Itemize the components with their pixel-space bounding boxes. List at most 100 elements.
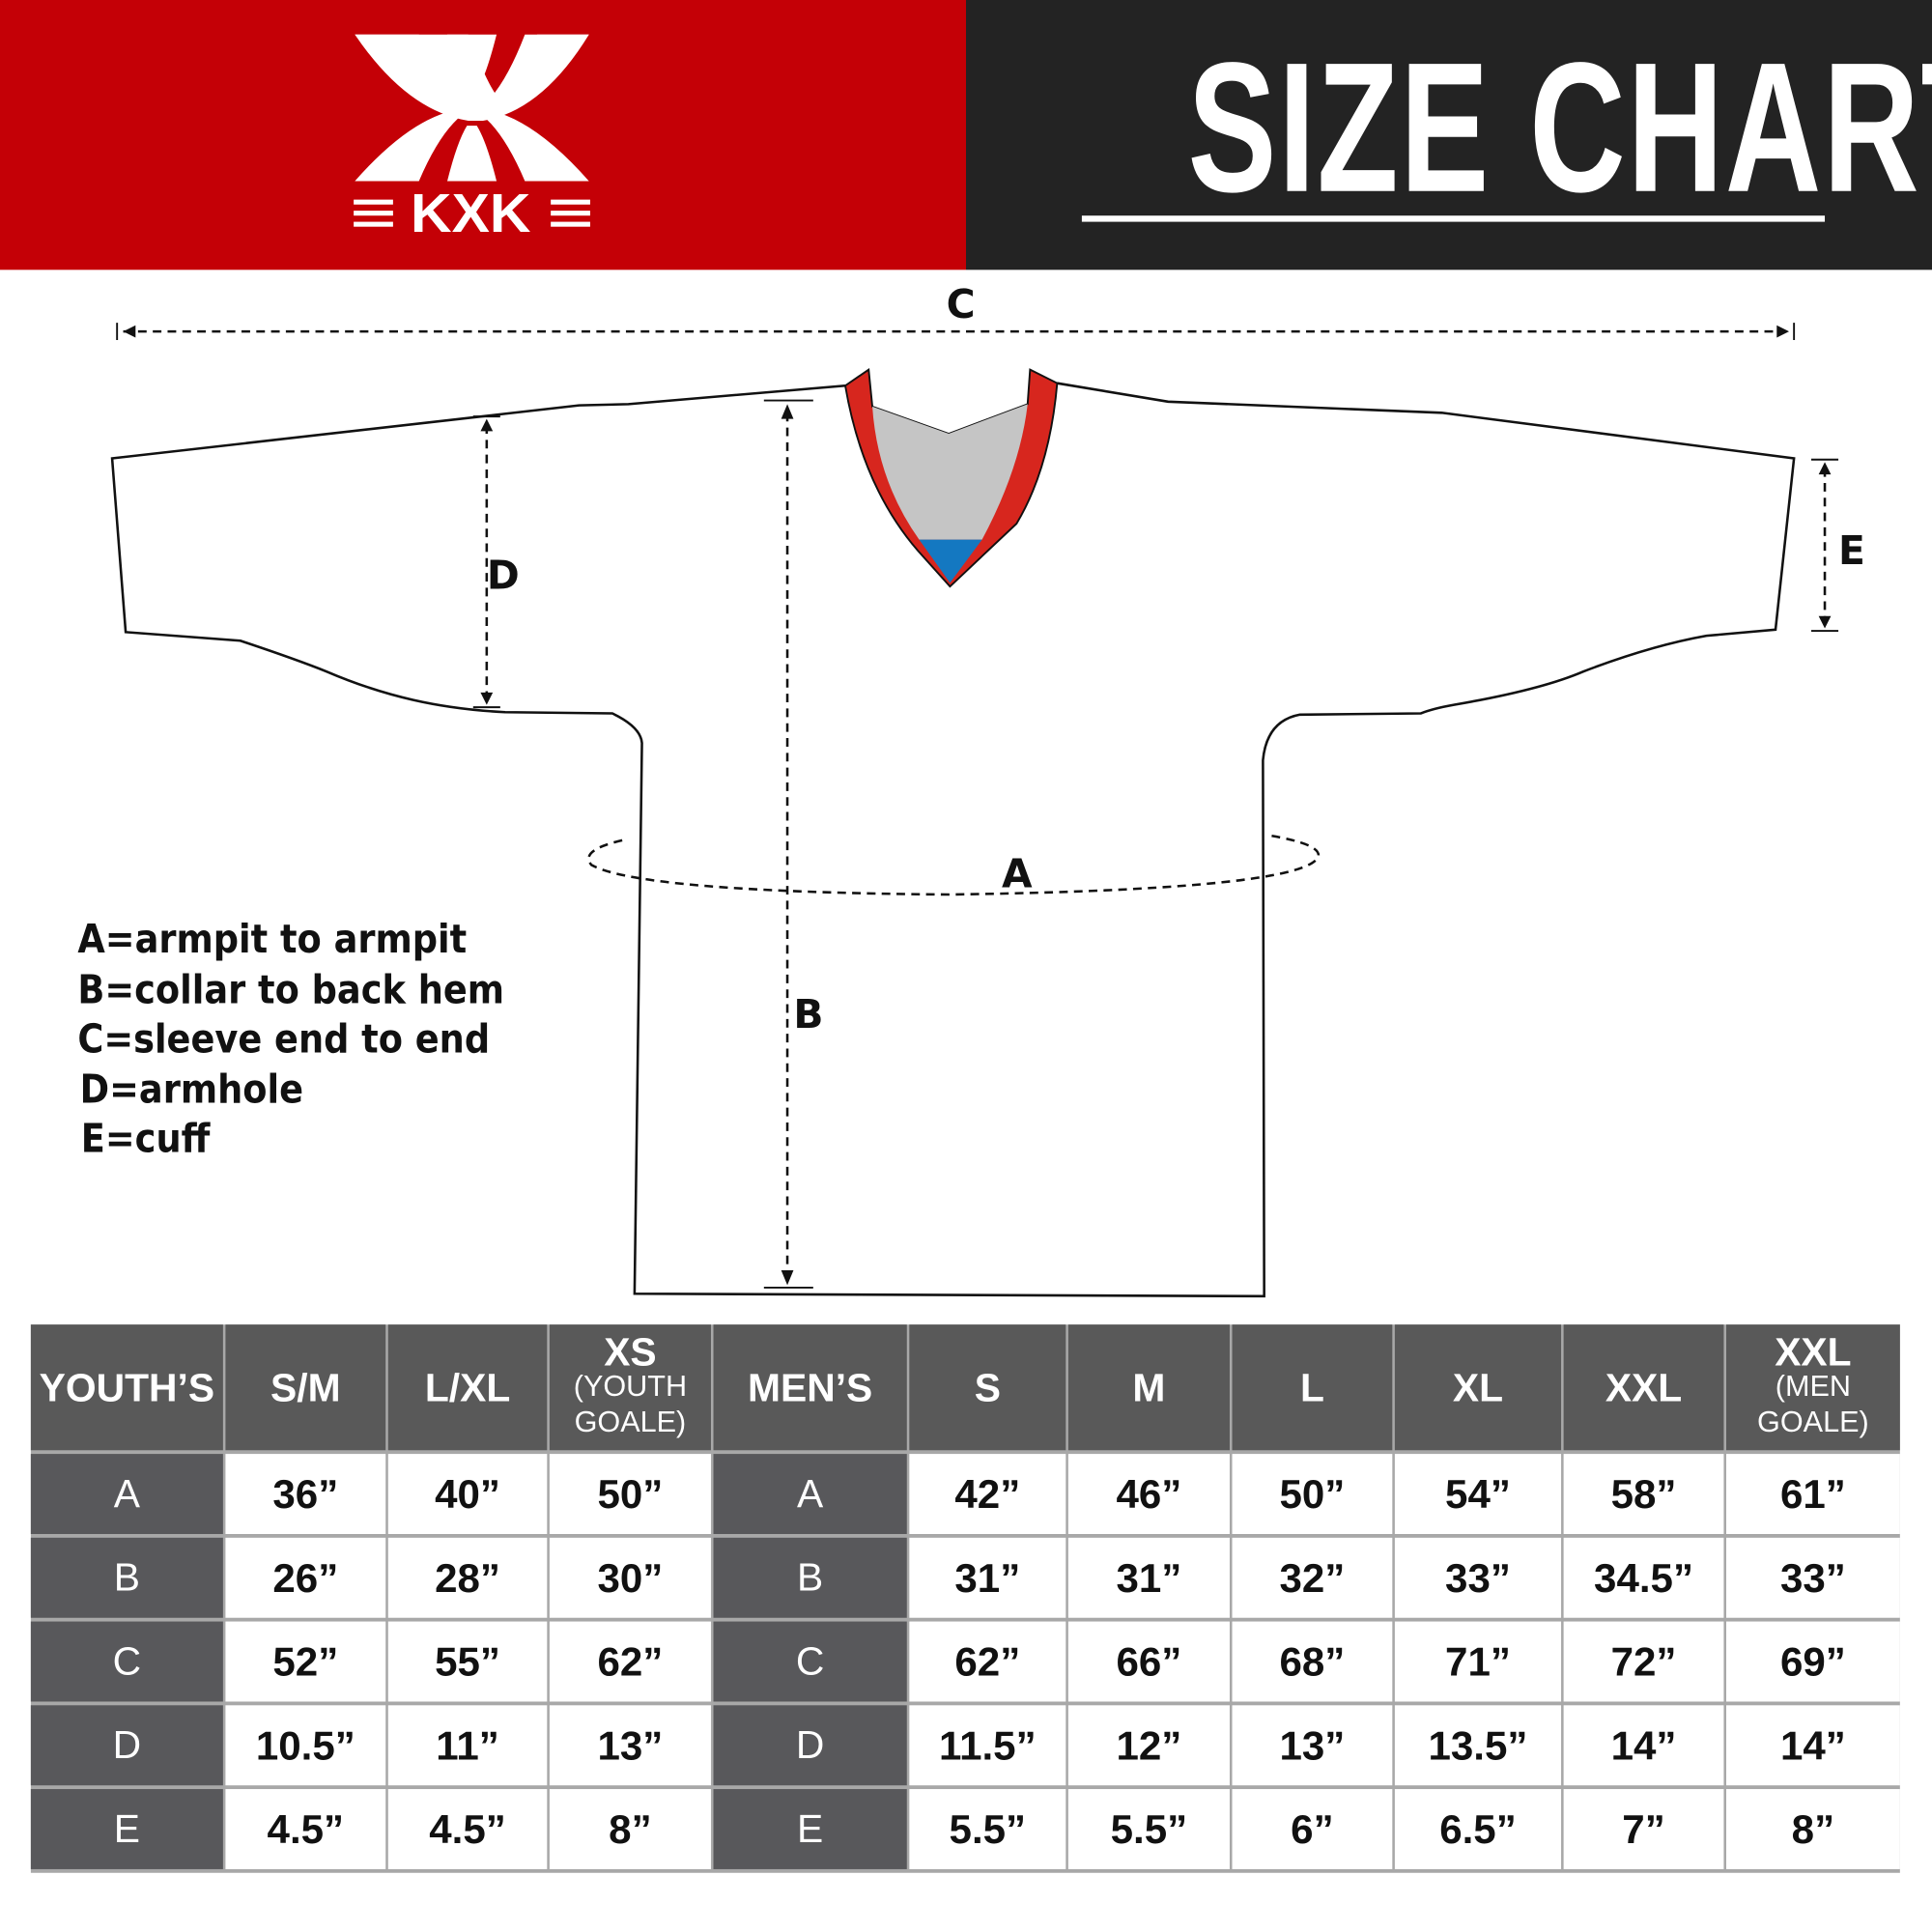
table-cell-text: 31”: [954, 1554, 1021, 1601]
table-cell-text: 14”: [1610, 1721, 1677, 1768]
table-cell-text: 26”: [272, 1554, 339, 1601]
table-cell-text: 54”: [1445, 1470, 1511, 1517]
youth-size-header-text: L/XL: [424, 1365, 511, 1410]
table-cell: 12”: [1067, 1705, 1230, 1786]
youth-size-header: XS (YOUTH GOALE): [549, 1324, 711, 1451]
table-cell-text: 61”: [1779, 1470, 1846, 1517]
legend-item: B=collar to back hem: [77, 965, 505, 1012]
table-cell: 61”: [1725, 1454, 1900, 1535]
row-label-text: B: [113, 1554, 140, 1600]
youth-size-header-text: S/M: [270, 1365, 341, 1410]
men-size-header-text: L: [1299, 1365, 1324, 1410]
table-cell-text: 33”: [1779, 1554, 1846, 1601]
table-cell: 50”: [1232, 1454, 1393, 1535]
logo-stripes-icon: [354, 199, 590, 227]
table-cell-text: 62”: [597, 1637, 664, 1684]
table-cell: 11”: [387, 1705, 548, 1786]
row-label: E: [30, 1789, 223, 1869]
kxk-logo-icon: [355, 34, 589, 182]
table-cell: 7”: [1563, 1789, 1724, 1869]
row-label-text: A: [113, 1470, 140, 1516]
table-cell-text: 28”: [435, 1554, 500, 1601]
table-cell-text: 32”: [1279, 1554, 1346, 1601]
table-cell-text: 8”: [609, 1805, 652, 1852]
table-cell: 8”: [549, 1789, 711, 1869]
youth-size-header-text: XS: [604, 1329, 657, 1375]
table-cell-text: 11”: [436, 1721, 499, 1768]
legend-item: C=sleeve end to end: [77, 1015, 491, 1063]
row-label: E: [713, 1789, 907, 1869]
table-cell: 28”: [387, 1537, 548, 1618]
row-label: A: [30, 1454, 223, 1535]
table-cell: 13”: [549, 1705, 711, 1786]
page-title: SIZE CHART: [1187, 23, 1932, 231]
men-size-header: L: [1232, 1324, 1393, 1451]
table-cell-text: 5.5”: [1110, 1805, 1188, 1852]
table-cell: 54”: [1394, 1454, 1562, 1535]
row-label-text: C: [795, 1638, 825, 1684]
table-cell-text: 58”: [1610, 1470, 1677, 1517]
table-cell: 68”: [1232, 1621, 1393, 1702]
table-cell-text: 55”: [435, 1637, 500, 1684]
table-cell: 71”: [1394, 1621, 1562, 1702]
table-cell: 4.5”: [387, 1789, 548, 1869]
table-cell: 55”: [387, 1621, 548, 1702]
table-cell-text: 13”: [1279, 1721, 1346, 1768]
table-cell-text: 31”: [1116, 1554, 1182, 1601]
jersey-outline: [110, 382, 1796, 1298]
men-size-header-text: XXL: [1775, 1329, 1852, 1375]
table-cell: 13”: [1232, 1705, 1393, 1786]
label-e: E: [1838, 526, 1865, 575]
table-cell: 30”: [549, 1537, 711, 1618]
table-cell: 50”: [549, 1454, 711, 1535]
youth-size-header: S/M: [225, 1324, 386, 1451]
legend-item: A=armpit to armpit: [77, 915, 468, 963]
table-cell-text: 34.5”: [1594, 1554, 1694, 1601]
table-cell: 42”: [909, 1454, 1066, 1535]
men-header: MEN’S: [713, 1324, 907, 1451]
collar-tag: [919, 539, 982, 583]
row-label: B: [713, 1537, 907, 1618]
table-cell-text: 46”: [1116, 1470, 1182, 1517]
table-cell-text: 7”: [1622, 1805, 1665, 1852]
table-cell: 5.5”: [909, 1789, 1066, 1869]
table-cell: 33”: [1725, 1537, 1900, 1618]
men-size-header-text: S: [974, 1365, 1001, 1410]
table-cell-text: 5.5”: [949, 1805, 1027, 1852]
table-cell-text: 6.5”: [1439, 1805, 1517, 1852]
table-cell: 31”: [909, 1537, 1066, 1618]
size-note: (MEN GOALE): [1757, 1370, 1869, 1439]
table-cell-text: 52”: [272, 1637, 339, 1684]
youth-header-text: YOUTH’S: [39, 1365, 215, 1410]
size-note: (YOUTH GOALE): [573, 1370, 688, 1439]
table-cell-text: 40”: [435, 1470, 500, 1517]
table-cell: 26”: [225, 1537, 386, 1618]
measurement-legend: A=armpit to armpit B=collar to back hem …: [77, 914, 504, 1163]
measure-ticks: [116, 323, 1839, 1289]
men-size-header-text: M: [1132, 1365, 1166, 1410]
men-header-text: MEN’S: [748, 1365, 873, 1410]
table-cell: 5.5”: [1067, 1789, 1230, 1869]
table-cell-text: 10.5”: [255, 1721, 355, 1768]
row-label: D: [713, 1705, 907, 1786]
brand-logo-text: KXK: [411, 184, 531, 244]
row-label: C: [30, 1621, 223, 1702]
table-cell: 11.5”: [909, 1705, 1066, 1786]
men-size-header: XL: [1394, 1324, 1562, 1451]
arrowheads: [123, 325, 1832, 1286]
table-cell-text: 68”: [1279, 1637, 1346, 1684]
row-label: D: [30, 1705, 223, 1786]
table-cell: 62”: [909, 1621, 1066, 1702]
table-cell-text: 33”: [1445, 1554, 1511, 1601]
table-cell: 46”: [1067, 1454, 1230, 1535]
table-cell: 6.5”: [1394, 1789, 1562, 1869]
youth-header: YOUTH’S: [30, 1324, 223, 1451]
measure-lines: [123, 329, 1827, 1277]
label-a: A: [1001, 850, 1033, 897]
title-banner: [965, 0, 1932, 270]
table-cell: 36”: [225, 1454, 386, 1535]
table-cell: 8”: [1725, 1789, 1900, 1869]
men-size-header-text: XL: [1452, 1365, 1504, 1410]
table-cell: 13.5”: [1394, 1705, 1562, 1786]
table-cell-text: 13.5”: [1428, 1721, 1528, 1768]
